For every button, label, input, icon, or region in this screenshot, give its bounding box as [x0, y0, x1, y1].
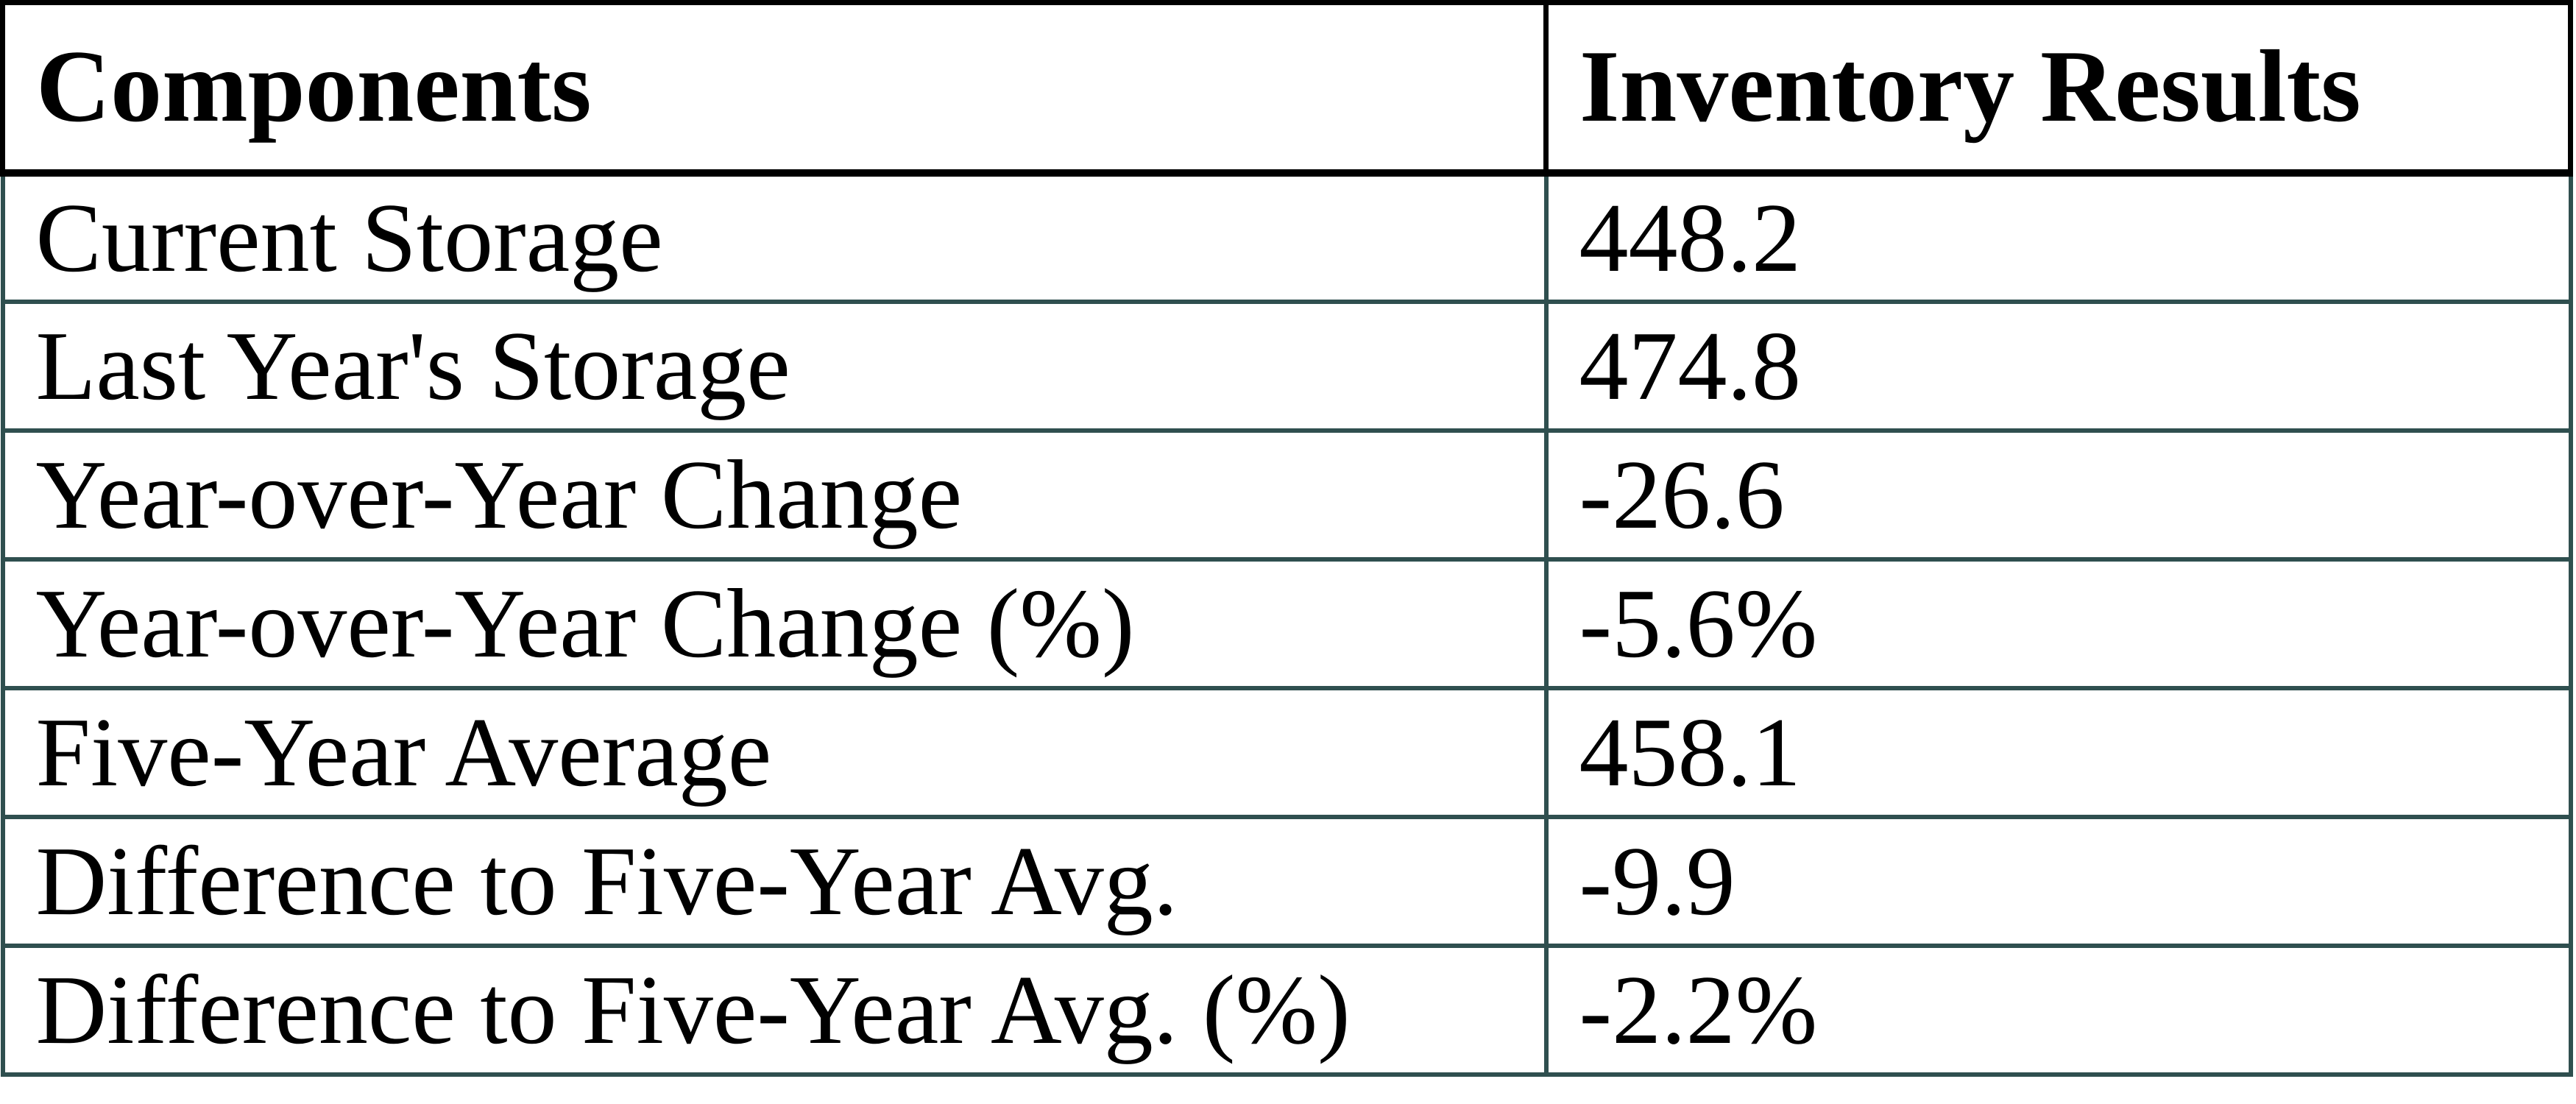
- header-row: Components Inventory Results: [0, 0, 2573, 177]
- column-header-inventory-results: Inventory Results: [1543, 0, 2573, 177]
- result-value: -26.6: [1543, 428, 2573, 562]
- component-label: Year-over-Year Change: [0, 428, 1549, 562]
- table-row: Current Storage 448.2: [0, 170, 2573, 304]
- result-value: 448.2: [1543, 170, 2573, 304]
- result-value: -2.2%: [1543, 943, 2573, 1077]
- table-row: Year-over-Year Change (%) -5.6%: [0, 556, 2573, 690]
- table-row: Year-over-Year Change -26.6: [0, 428, 2573, 562]
- component-label: Five-Year Average: [0, 685, 1549, 819]
- result-value: 458.1: [1543, 685, 2573, 819]
- result-value: -9.9: [1543, 814, 2573, 948]
- table-row: Difference to Five-Year Avg. (%) -2.2%: [0, 943, 2573, 1077]
- component-label: Difference to Five-Year Avg. (%): [0, 943, 1549, 1077]
- component-label: Current Storage: [0, 170, 1549, 304]
- table-row: Last Year's Storage 474.8: [0, 299, 2573, 433]
- table-row: Difference to Five-Year Avg. -9.9: [0, 814, 2573, 948]
- table-row: Five-Year Average 458.1: [0, 685, 2573, 819]
- result-value: -5.6%: [1543, 556, 2573, 690]
- result-value: 474.8: [1543, 299, 2573, 433]
- component-label: Last Year's Storage: [0, 299, 1549, 433]
- component-label: Year-over-Year Change (%): [0, 556, 1549, 690]
- column-header-components: Components: [0, 0, 1549, 177]
- component-label: Difference to Five-Year Avg.: [0, 814, 1549, 948]
- inventory-results-table: Components Inventory Results Current Sto…: [0, 0, 2573, 1077]
